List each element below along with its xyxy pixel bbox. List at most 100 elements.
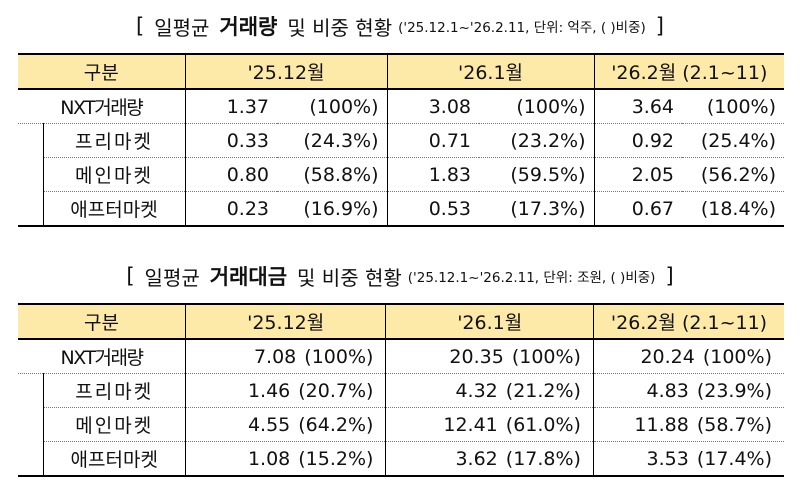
value-title-post: 및 비중 현황: [297, 265, 402, 290]
volume-header-dec: '25.12월: [184, 53, 388, 90]
value-header-jan: '26.1월: [385, 303, 594, 340]
volume-title-post: 및 비중 현황: [287, 15, 393, 40]
feb-cell: 20.24 (100%): [592, 339, 784, 374]
jan-share: (21.2%): [505, 379, 581, 402]
dec-cell: 1.46 (20.7%): [184, 373, 386, 408]
jan-value: 4.32: [455, 379, 498, 402]
value-section: [ 일평균 거래대금 및 비중 현황 ('25.12.1~'26.2.11, 단…: [0, 250, 800, 477]
value-header-feb: '26.2월 (2.1~11): [592, 303, 784, 340]
value-title: [ 일평균 거래대금 및 비중 현황 ('25.12.1~'26.2.11, 단…: [0, 250, 800, 302]
volume-header-row: 구분 '25.12월 '26.1월 '26.2월 (2.1~11): [18, 53, 785, 90]
jan-share: (59.5%): [479, 157, 595, 192]
feb-value: 11.88: [634, 413, 689, 436]
jan-cell: 20.35 (100%): [385, 339, 594, 374]
indent-cell: [18, 158, 43, 192]
dec-value: 0.80: [184, 157, 277, 192]
jan-share: (100%): [479, 89, 595, 124]
value-row-mainmarket: 메인마켓 4.55 (64.2%) 12.41 (61.0%) 11.88 (58.7…: [18, 407, 784, 442]
jan-value: 0.53: [386, 191, 480, 227]
jan-value: 20.35: [449, 345, 504, 368]
volume-section: [ 일평균 거래량 및 비중 현황 ('25.12.1~'26.2.11, 단위…: [0, 0, 800, 227]
volume-row-total: NXT거래량 1.37 (100%) 3.08 (100%) 3.64 (100…: [18, 89, 785, 124]
volume-header-jan: '26.1월: [386, 53, 595, 90]
jan-cell: 12.41 (61.0%): [385, 407, 594, 442]
jan-cell: 4.32 (21.2%): [385, 373, 594, 408]
value-title-bracket-open: [: [126, 264, 135, 288]
value-title-pre: 일평균: [144, 265, 200, 290]
volume-title-pre: 일평균: [154, 15, 210, 40]
dec-value: 1.08: [247, 447, 291, 470]
volume-title-bold: 거래량: [219, 15, 278, 39]
dec-share: (100%): [277, 89, 388, 124]
volume-title-bracket-open: [: [136, 14, 145, 38]
indent-cell: [18, 408, 43, 442]
feb-share: (56.2%): [682, 157, 785, 192]
value-row-total: NXT거래량 7.08 (100%) 20.35 (100%) 20.24 (100%…: [18, 339, 784, 374]
feb-cell: 4.83 (23.9%): [592, 373, 784, 408]
dec-share: (100%): [304, 345, 374, 368]
jan-value: 12.41: [443, 413, 498, 436]
row-label: 프리마켓: [42, 373, 186, 408]
value-title-bold: 거래대금: [209, 265, 288, 289]
value-header-row: 구분 '25.12월 '26.1월 '26.2월 (2.1~11): [18, 303, 784, 340]
dec-share: (20.7%): [298, 379, 374, 402]
dec-share: (16.9%): [277, 191, 388, 227]
dec-value: 0.23: [184, 191, 277, 227]
indent-cell: [18, 124, 43, 158]
feb-value: 2.05: [593, 157, 683, 192]
dec-share: (15.2%): [298, 447, 374, 470]
jan-share: (23.2%): [479, 123, 595, 158]
feb-share: (100%): [702, 345, 772, 368]
jan-share: (61.0%): [505, 413, 581, 436]
row-label: NXT거래량: [18, 89, 185, 124]
dec-cell: 7.08 (100%): [184, 339, 386, 374]
dec-cell: 4.55 (64.2%): [184, 407, 386, 442]
row-label: NXT거래량: [18, 339, 186, 374]
volume-title-note: ('25.12.1~'26.2.11, 단위: 억주, ( )비중): [398, 20, 646, 36]
feb-value: 0.67: [593, 191, 683, 227]
volume-row-aftermarket: 애프터마켓 0.23 (16.9%) 0.53 (17.3%) 0.67 (18…: [18, 191, 785, 227]
dec-cell: 1.08 (15.2%): [184, 441, 386, 477]
indent-cell: [18, 441, 44, 477]
dec-value: 7.08: [253, 345, 297, 368]
volume-table: 구분 '25.12월 '26.1월 '26.2월 (2.1~11) NXT거래량…: [18, 53, 785, 227]
dec-value: 1.46: [247, 379, 291, 402]
dec-value: 1.37: [184, 89, 277, 124]
dec-value: 0.33: [184, 123, 277, 158]
jan-share: (17.3%): [479, 191, 595, 227]
feb-cell: 11.88 (58.7%): [592, 407, 784, 442]
dec-value: 4.55: [247, 413, 291, 436]
jan-cell: 3.62 (17.8%): [385, 441, 594, 477]
value-header-dec: '25.12월: [184, 303, 386, 340]
indent-cell: [18, 191, 43, 227]
feb-value: 4.83: [646, 379, 689, 402]
feb-value: 3.64: [593, 89, 683, 124]
jan-share: (17.8%): [505, 447, 581, 470]
value-header-category: 구분: [18, 303, 186, 340]
jan-value: 1.83: [386, 157, 480, 192]
jan-value: 0.71: [386, 123, 480, 158]
row-label: 프리마켓: [42, 123, 185, 158]
feb-share: (17.4%): [696, 447, 772, 470]
feb-value: 20.24: [640, 345, 695, 368]
feb-share: (18.4%): [682, 191, 785, 227]
volume-header-feb: '26.2월 (2.1~11): [593, 53, 785, 90]
volume-title: [ 일평균 거래량 및 비중 현황 ('25.12.1~'26.2.11, 단위…: [0, 0, 800, 52]
jan-value: 3.62: [455, 447, 498, 470]
row-label: 메인마켓: [42, 157, 185, 192]
jan-value: 3.08: [386, 89, 480, 124]
feb-value: 0.92: [593, 123, 683, 158]
jan-share: (100%): [511, 345, 581, 368]
feb-cell: 3.53 (17.4%): [592, 441, 784, 477]
feb-share: (100%): [682, 89, 785, 124]
feb-share: (58.7%): [696, 413, 772, 436]
indent-cell: [18, 374, 43, 408]
row-label: 메인마켓: [42, 407, 186, 442]
volume-row-premarket: 프리마켓 0.33 (24.3%) 0.71 (23.2%) 0.92 (25.…: [18, 123, 785, 158]
volume-title-bracket-close: ]: [655, 14, 664, 38]
feb-share: (23.9%): [696, 379, 772, 402]
feb-share: (25.4%): [682, 123, 785, 158]
dec-share: (58.8%): [277, 157, 388, 192]
value-row-aftermarket: 애프터마켓 1.08 (15.2%) 3.62 (17.8%) 3.53 (17.4%…: [18, 441, 784, 477]
volume-header-category: 구분: [18, 53, 185, 90]
